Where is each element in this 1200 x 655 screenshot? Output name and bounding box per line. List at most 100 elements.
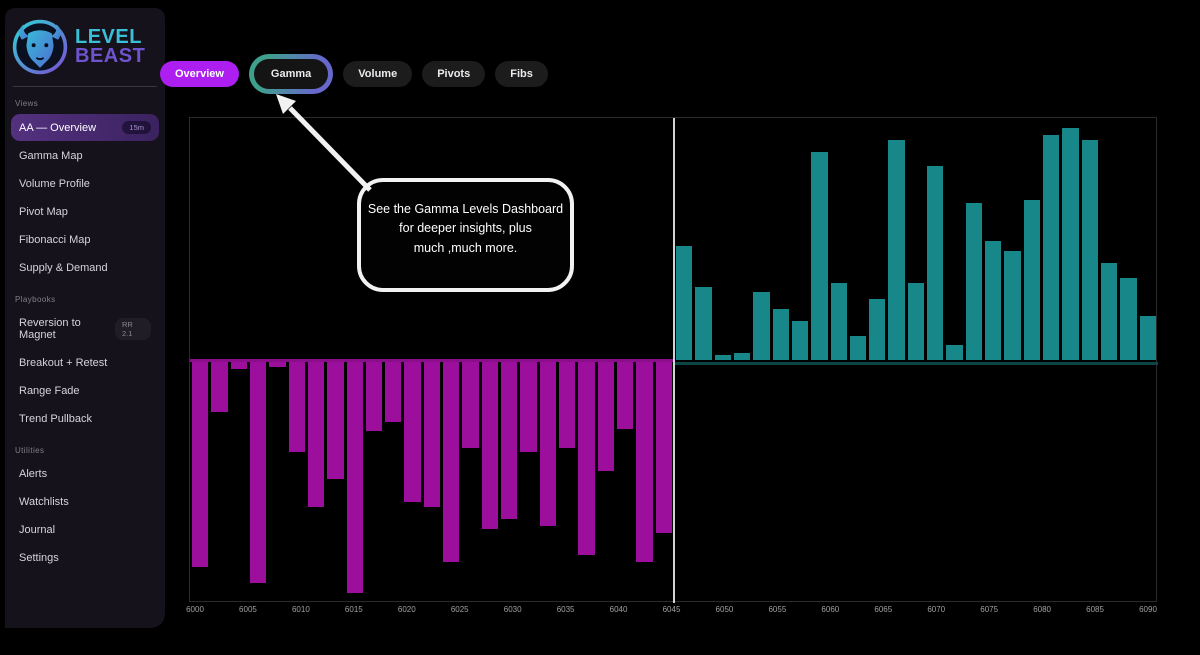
x-axis: 6000 6005 6010 6015 6020 6025 6030 6035 6040 6045… (186, 605, 1157, 619)
tab-volume[interactable]: Volume (343, 61, 413, 87)
x-tick-label: 6035 (556, 605, 575, 614)
sidebar-item-label: Journal (19, 524, 56, 536)
zero-line-right (675, 362, 1158, 365)
x-tick-label: 6065 (874, 605, 893, 614)
bar-negative (481, 362, 498, 529)
bar-positive (1023, 200, 1040, 360)
bar-negative (327, 362, 344, 479)
bar-positive (849, 336, 867, 360)
chart-center-divider (673, 118, 675, 603)
sidebar-item-pivot-map[interactable]: Pivot Map (11, 199, 159, 225)
positive-gamma-bars (676, 118, 1156, 360)
sidebar-item-label: Pivot Map (19, 206, 68, 218)
bar-positive (907, 283, 925, 360)
bar-positive (869, 299, 886, 360)
bar-negative (520, 362, 537, 452)
x-tick-label: 6055 (768, 605, 787, 614)
bar-positive (888, 140, 905, 360)
bar-negative (462, 362, 479, 448)
sidebar-item-settings[interactable]: Settings (11, 545, 159, 571)
section-label-playbooks: Playbooks (15, 295, 56, 304)
sidebar-item-label: Trend Pullback (19, 413, 92, 425)
sidebar-item-badge: RR 2.1 (114, 318, 151, 340)
bar-positive (811, 152, 828, 360)
sidebar-divider (13, 86, 157, 87)
negative-gamma-bars (192, 362, 672, 600)
x-tick-label: 6050 (715, 605, 734, 614)
bar-positive (676, 246, 693, 360)
sidebar-item-aa-overview[interactable]: AA — Overview 15m (11, 114, 159, 141)
zero-line-left (190, 359, 673, 362)
bar-negative (249, 362, 267, 583)
sidebar-item-journal[interactable]: Journal (11, 517, 159, 543)
sidebar-item-alerts[interactable]: Alerts (11, 461, 159, 487)
bar-positive (714, 355, 731, 360)
bar-negative (597, 362, 614, 471)
tab-overview[interactable]: Overview (160, 61, 239, 87)
bar-negative (404, 362, 421, 502)
bar-positive (791, 321, 809, 360)
sidebar-item-fibonacci-map[interactable]: Fibonacci Map (11, 227, 159, 253)
sidebar-item-range-fade[interactable]: Range Fade (11, 378, 159, 404)
bar-negative (288, 362, 305, 452)
sidebar-item-watchlists[interactable]: Watchlists (11, 489, 159, 515)
annotation-callout: See the Gamma Levels Dashboard for deepe… (357, 178, 574, 292)
brand-line1: LEVEL (75, 26, 142, 48)
tab-fibs[interactable]: Fibs (495, 61, 548, 87)
sidebar-item-trend-pullback[interactable]: Trend Pullback (11, 406, 159, 432)
bar-negative (192, 362, 209, 567)
tab-highlight-ring[interactable]: Gamma (248, 54, 334, 94)
sidebar-item-label: Settings (19, 552, 59, 564)
brand-logo: LEVEL BEAST (5, 14, 165, 78)
view-tabs: Overview Gamma Volume Pivots Fibs (160, 52, 548, 96)
bar-negative (558, 362, 576, 448)
sidebar-item-label: Supply & Demand (19, 262, 108, 274)
callout-line: See the Gamma Levels Dashboard (367, 202, 564, 216)
bar-negative (423, 362, 441, 507)
sidebar-item-badge: 15m (122, 121, 151, 134)
x-tick-label: 6020 (397, 605, 416, 614)
callout-line: much ,much more. (413, 240, 518, 255)
callout-line: for deeper insights, plus (399, 221, 532, 236)
bar-negative (443, 362, 460, 562)
bar-negative (307, 362, 325, 507)
brand-line2: BEAST (75, 45, 146, 67)
bar-negative (346, 362, 363, 593)
sidebar: LEVEL BEAST Views AA — Overview 15m Gamma M… (5, 8, 165, 628)
sidebar-item-supply-demand[interactable]: Supply & Demand (11, 255, 159, 281)
tab-pivots[interactable]: Pivots (422, 61, 486, 87)
x-tick-label: 6045 (662, 605, 681, 614)
bull-logo-icon (12, 19, 68, 75)
sidebar-item-label: Fibonacci Map (19, 234, 91, 246)
x-tick-label: 6025 (450, 605, 469, 614)
sidebar-item-label: Breakout + Retest (19, 357, 108, 369)
sidebar-nav: Views AA — Overview 15m Gamma Map Volume Pro… (5, 87, 165, 571)
bar-positive (1062, 128, 1079, 360)
sidebar-item-label: Gamma Map (19, 150, 83, 162)
bar-positive (1042, 135, 1060, 360)
bar-positive (733, 353, 751, 360)
bar-positive (1139, 316, 1156, 360)
sidebar-item-label: Reversion to Magnet (19, 317, 81, 341)
section-label-views: Views (15, 99, 39, 108)
bar-negative (365, 362, 383, 431)
sidebar-item-reversion-to-magnet[interactable]: Reversion to Magnet RR 2.1 (11, 310, 159, 348)
sidebar-item-breakout-retest[interactable]: Breakout + Retest (11, 350, 159, 376)
bar-positive (927, 166, 944, 360)
bar-positive (1004, 251, 1021, 360)
tab-gamma[interactable]: Gamma (253, 59, 329, 89)
x-tick-label: 6005 (239, 605, 257, 614)
x-tick-label: 6010 (291, 605, 310, 614)
sidebar-item-label: Volume Profile (19, 178, 90, 190)
sidebar-item-gamma-map[interactable]: Gamma Map (11, 143, 159, 169)
sidebar-item-volume-profile[interactable]: Volume Profile (11, 171, 159, 197)
x-tick-label: 6085 (1086, 605, 1104, 614)
bar-positive (772, 309, 789, 360)
x-tick-label: 6090 (1139, 605, 1157, 614)
x-tick-label: 6075 (980, 605, 999, 614)
x-tick-label: 6070 (927, 605, 946, 614)
gamma-chart (189, 117, 1158, 603)
bar-negative (655, 362, 672, 533)
bar-negative (211, 362, 228, 412)
bar-negative (269, 362, 286, 367)
